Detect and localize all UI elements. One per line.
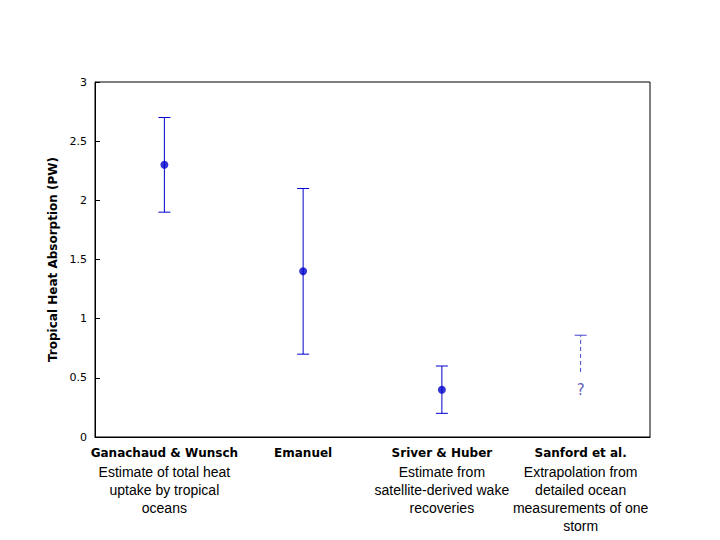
svg-text:3: 3	[80, 76, 87, 89]
svg-text:Sriver & Huber: Sriver & Huber	[392, 446, 493, 460]
svg-text:uptake by tropical: uptake by tropical	[110, 482, 220, 498]
svg-text:storm: storm	[563, 518, 598, 534]
svg-text:Tropical Heat Absorption (PW): Tropical Heat Absorption (PW)	[46, 157, 60, 362]
svg-text:Sanford et al.: Sanford et al.	[534, 446, 626, 460]
svg-text:Emanuel: Emanuel	[274, 446, 332, 460]
svg-text:0.5: 0.5	[70, 371, 88, 384]
svg-text:oceans: oceans	[142, 500, 187, 516]
svg-text:1: 1	[80, 312, 87, 325]
svg-text:2.5: 2.5	[70, 135, 88, 148]
svg-text:Ganachaud & Wunsch: Ganachaud & Wunsch	[91, 446, 238, 460]
svg-text:recoveries: recoveries	[410, 500, 475, 516]
svg-text:satellite-derived wake: satellite-derived wake	[375, 482, 510, 498]
svg-text:Estimate of total heat: Estimate of total heat	[99, 464, 231, 480]
svg-text:1.5: 1.5	[70, 253, 88, 266]
svg-text:?: ?	[577, 381, 585, 399]
svg-text:measurements of one: measurements of one	[513, 500, 649, 516]
svg-text:2: 2	[80, 194, 87, 207]
svg-text:detailed ocean: detailed ocean	[535, 482, 626, 498]
svg-text:Extrapolation from: Extrapolation from	[524, 464, 638, 480]
svg-text:0: 0	[80, 431, 87, 444]
svg-text:Estimate from: Estimate from	[399, 464, 485, 480]
